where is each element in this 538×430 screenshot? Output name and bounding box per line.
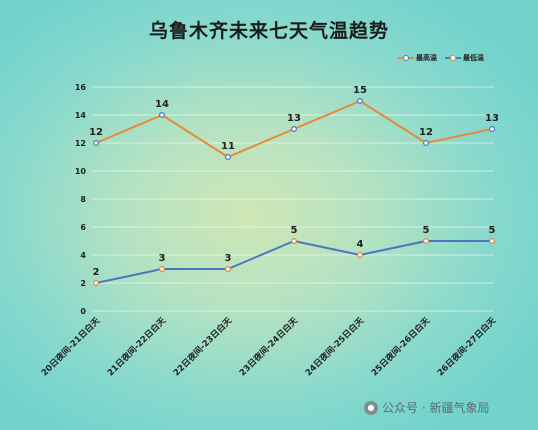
data-label: 5 [489,225,496,236]
x-tick-label: 20日夜间-21日白天 [39,315,102,378]
x-tick-label: 23日夜间-24日白天 [237,315,300,378]
legend-label-low: 最低温 [463,54,484,62]
y-tick-label: 4 [80,251,86,260]
data-point [489,125,496,132]
data-label: 3 [159,253,166,264]
watermark-text: 公众号 · 新疆气象局 [382,401,490,415]
y-tick-label: 6 [80,223,86,232]
data-point [159,266,166,273]
series-line [95,240,492,284]
data-point [159,111,166,118]
data-label: 4 [357,239,364,250]
data-point [423,238,430,245]
chart-title: 乌鲁木齐未来七天气温趋势 [148,20,389,42]
y-tick-label: 0 [80,307,86,316]
data-label: 2 [93,267,100,278]
x-tick-label: 25日夜间-26日白天 [369,315,432,378]
data-point [92,280,99,287]
data-point [489,238,496,245]
data-label: 5 [291,225,298,236]
data-point [357,97,364,104]
data-label: 12 [89,127,103,138]
data-point [225,154,232,161]
data-label: 12 [419,127,433,138]
data-point [423,140,430,147]
data-point [225,266,232,273]
wechat-icon: ● [364,400,378,415]
watermark: ● 公众号 · 新疆气象局 [364,399,489,416]
legend-item-high: 最高温 [398,53,437,63]
data-label: 13 [287,113,301,124]
legend: 最高温 最低温 [398,53,484,63]
legend-label-high: 最高温 [416,54,437,62]
data-label: 14 [155,99,169,110]
data-label: 5 [423,225,430,236]
legend-item-low: 最低温 [445,53,484,63]
y-tick-label: 2 [80,279,86,288]
y-tick-label: 14 [75,111,87,120]
x-tick-label: 26日夜间-27日白天 [435,315,498,378]
x-tick-label: 21日夜间-22日白天 [105,315,168,378]
data-point [291,125,298,132]
data-point [291,238,298,245]
data-point [357,252,364,259]
y-tick-label: 12 [75,139,86,148]
data-label: 15 [353,85,367,96]
data-label: 11 [221,141,235,152]
x-tick-label: 22日夜间-23日白天 [171,315,234,378]
y-tick-label: 8 [80,195,86,204]
legend-swatch-high [398,55,414,61]
x-tick-label: 24日夜间-25日白天 [303,315,366,378]
data-label: 3 [225,253,232,264]
data-point [92,140,99,147]
y-tick-label: 10 [75,167,87,176]
legend-swatch-low [445,55,461,61]
data-label: 13 [485,113,499,124]
y-tick-label: 16 [75,83,87,92]
